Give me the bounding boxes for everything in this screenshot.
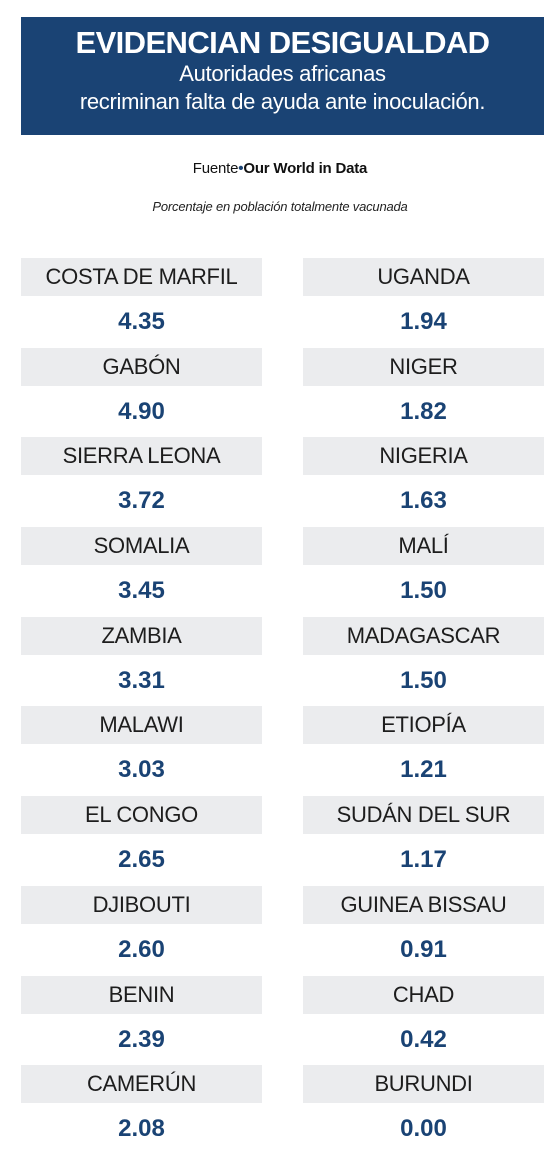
country-name: DJIBOUTI xyxy=(21,885,262,924)
country-entry: GABÓN 4.90 xyxy=(21,347,262,438)
country-value: 0.91 xyxy=(400,935,447,963)
country-name: BURUNDI xyxy=(303,1065,544,1104)
country-name: NIGERIA xyxy=(303,437,544,476)
country-entry: MALÍ 1.50 xyxy=(303,527,544,617)
country-name: SOMALIA xyxy=(21,527,262,566)
country-entry: BURUNDI 0.00 xyxy=(303,1065,544,1155)
country-value: 4.35 xyxy=(118,308,165,335)
country-value: 3.03 xyxy=(118,756,165,784)
country-name: CHAD xyxy=(303,975,544,1014)
country-entry: NIGERIA 1.63 xyxy=(303,437,544,527)
country-entry: UGANDA 1.94 xyxy=(303,258,544,348)
source-line: Fuente•Our World in Data xyxy=(0,160,560,177)
country-name: COSTA DE MARFIL xyxy=(21,258,262,296)
country-name: SIERRA LEONA xyxy=(21,437,262,476)
country-name: EL CONGO xyxy=(21,796,262,835)
country-value: 1.63 xyxy=(400,487,447,515)
country-entry: MALAWI 3.03 xyxy=(21,706,262,796)
country-name: GUINEA BISSAU xyxy=(303,885,544,924)
country-value: 1.94 xyxy=(400,308,447,335)
country-name: GABÓN xyxy=(21,347,262,386)
country-value: 1.50 xyxy=(400,666,447,694)
country-value: 2.60 xyxy=(118,935,165,963)
page-title: EVIDENCIAN DESIGUALDAD xyxy=(75,25,491,60)
country-value: 3.31 xyxy=(118,666,165,694)
left-column: COSTA DE MARFIL 4.35 GABÓN 4.90 SIERRA LEONA… xyxy=(21,258,262,1155)
country-name: BENIN xyxy=(21,975,262,1014)
country-name: MALAWI xyxy=(21,706,262,745)
country-value: 3.72 xyxy=(118,487,165,515)
subtitle-line-2: recriminan falta de ayuda ante inoculaci… xyxy=(79,89,486,114)
country-entry: DJIBOUTI 2.60 xyxy=(21,885,262,976)
country-entry: SOMALIA 3.45 xyxy=(21,527,262,617)
subtitle-line-1: Autoridades africanas xyxy=(179,61,386,86)
country-entry: SUDÁN DEL SUR 1.17 xyxy=(303,796,544,886)
country-value: 3.45 xyxy=(118,577,165,605)
country-entry: CAMERÚN 2.08 xyxy=(21,1065,262,1155)
source-separator: • xyxy=(238,160,244,177)
country-value: 2.08 xyxy=(118,1115,165,1143)
country-entry: SIERRA LEONA 3.72 xyxy=(21,437,262,527)
country-entry: COSTA DE MARFIL 4.35 xyxy=(21,258,262,348)
country-name: UGANDA xyxy=(303,258,544,296)
country-value: 1.21 xyxy=(400,756,447,784)
source-name: Our World in Data xyxy=(243,160,368,177)
country-entry: ETIOPÍA 1.21 xyxy=(303,706,544,796)
header-banner: EVIDENCIAN DESIGUALDAD Autoridades afric… xyxy=(21,17,544,135)
country-entry: CHAD 0.42 xyxy=(303,975,544,1066)
country-entry: BENIN 2.39 xyxy=(21,975,262,1066)
country-value: 2.39 xyxy=(118,1025,165,1053)
right-column: UGANDA 1.94 NIGER 1.82 NIGERIA 1.63 MALÍ 1.50 MA… xyxy=(303,258,544,1155)
country-name: MADAGASCAR xyxy=(303,616,544,655)
country-name: ETIOPÍA xyxy=(303,706,544,745)
country-name: SUDÁN DEL SUR xyxy=(303,796,544,835)
country-entry: MADAGASCAR 1.50 xyxy=(303,616,544,707)
country-name: MALÍ xyxy=(303,527,544,566)
country-value: 1.50 xyxy=(400,577,447,605)
country-name: ZAMBIA xyxy=(21,616,262,655)
country-name: CAMERÚN xyxy=(21,1065,262,1104)
country-entry: EL CONGO 2.65 xyxy=(21,796,262,886)
country-entry: ZAMBIA 3.31 xyxy=(21,616,262,707)
source-prefix: Fuente xyxy=(192,160,239,177)
value-note: Porcentaje en población totalmente vacun… xyxy=(152,199,408,214)
country-value: 0.00 xyxy=(400,1115,447,1143)
country-value: 4.90 xyxy=(118,397,165,425)
country-name: NIGER xyxy=(303,347,544,386)
country-value: 1.82 xyxy=(400,397,447,425)
country-entry: GUINEA BISSAU 0.91 xyxy=(303,885,544,976)
country-value: 2.65 xyxy=(118,846,165,874)
country-entry: NIGER 1.82 xyxy=(303,347,544,438)
country-value: 1.17 xyxy=(400,846,447,874)
country-value: 0.42 xyxy=(400,1025,447,1053)
